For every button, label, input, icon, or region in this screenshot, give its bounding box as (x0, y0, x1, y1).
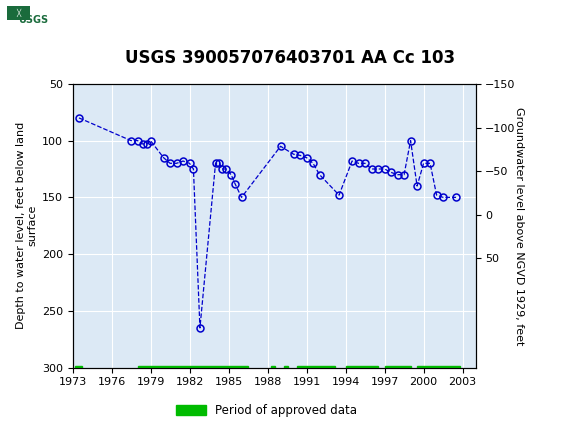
Bar (75, 366, 82, 369)
Bar (137, 366, 248, 369)
Y-axis label: Groundwater level above NGVD 1929, feet: Groundwater level above NGVD 1929, feet (514, 107, 524, 345)
Text: USGS: USGS (18, 15, 48, 25)
FancyBboxPatch shape (7, 6, 31, 20)
Bar (346, 366, 378, 369)
Text: ╳: ╳ (16, 8, 20, 16)
Legend: Period of approved data: Period of approved data (172, 399, 362, 422)
Bar (417, 366, 460, 369)
Y-axis label: Depth to water level, feet below land
surface: Depth to water level, feet below land su… (16, 122, 38, 329)
Bar (385, 366, 411, 369)
FancyBboxPatch shape (7, 6, 59, 35)
Bar (284, 366, 288, 369)
Bar (298, 366, 335, 369)
Text: USGS 390057076403701 AA Cc 103: USGS 390057076403701 AA Cc 103 (125, 49, 455, 68)
Bar (271, 366, 275, 369)
